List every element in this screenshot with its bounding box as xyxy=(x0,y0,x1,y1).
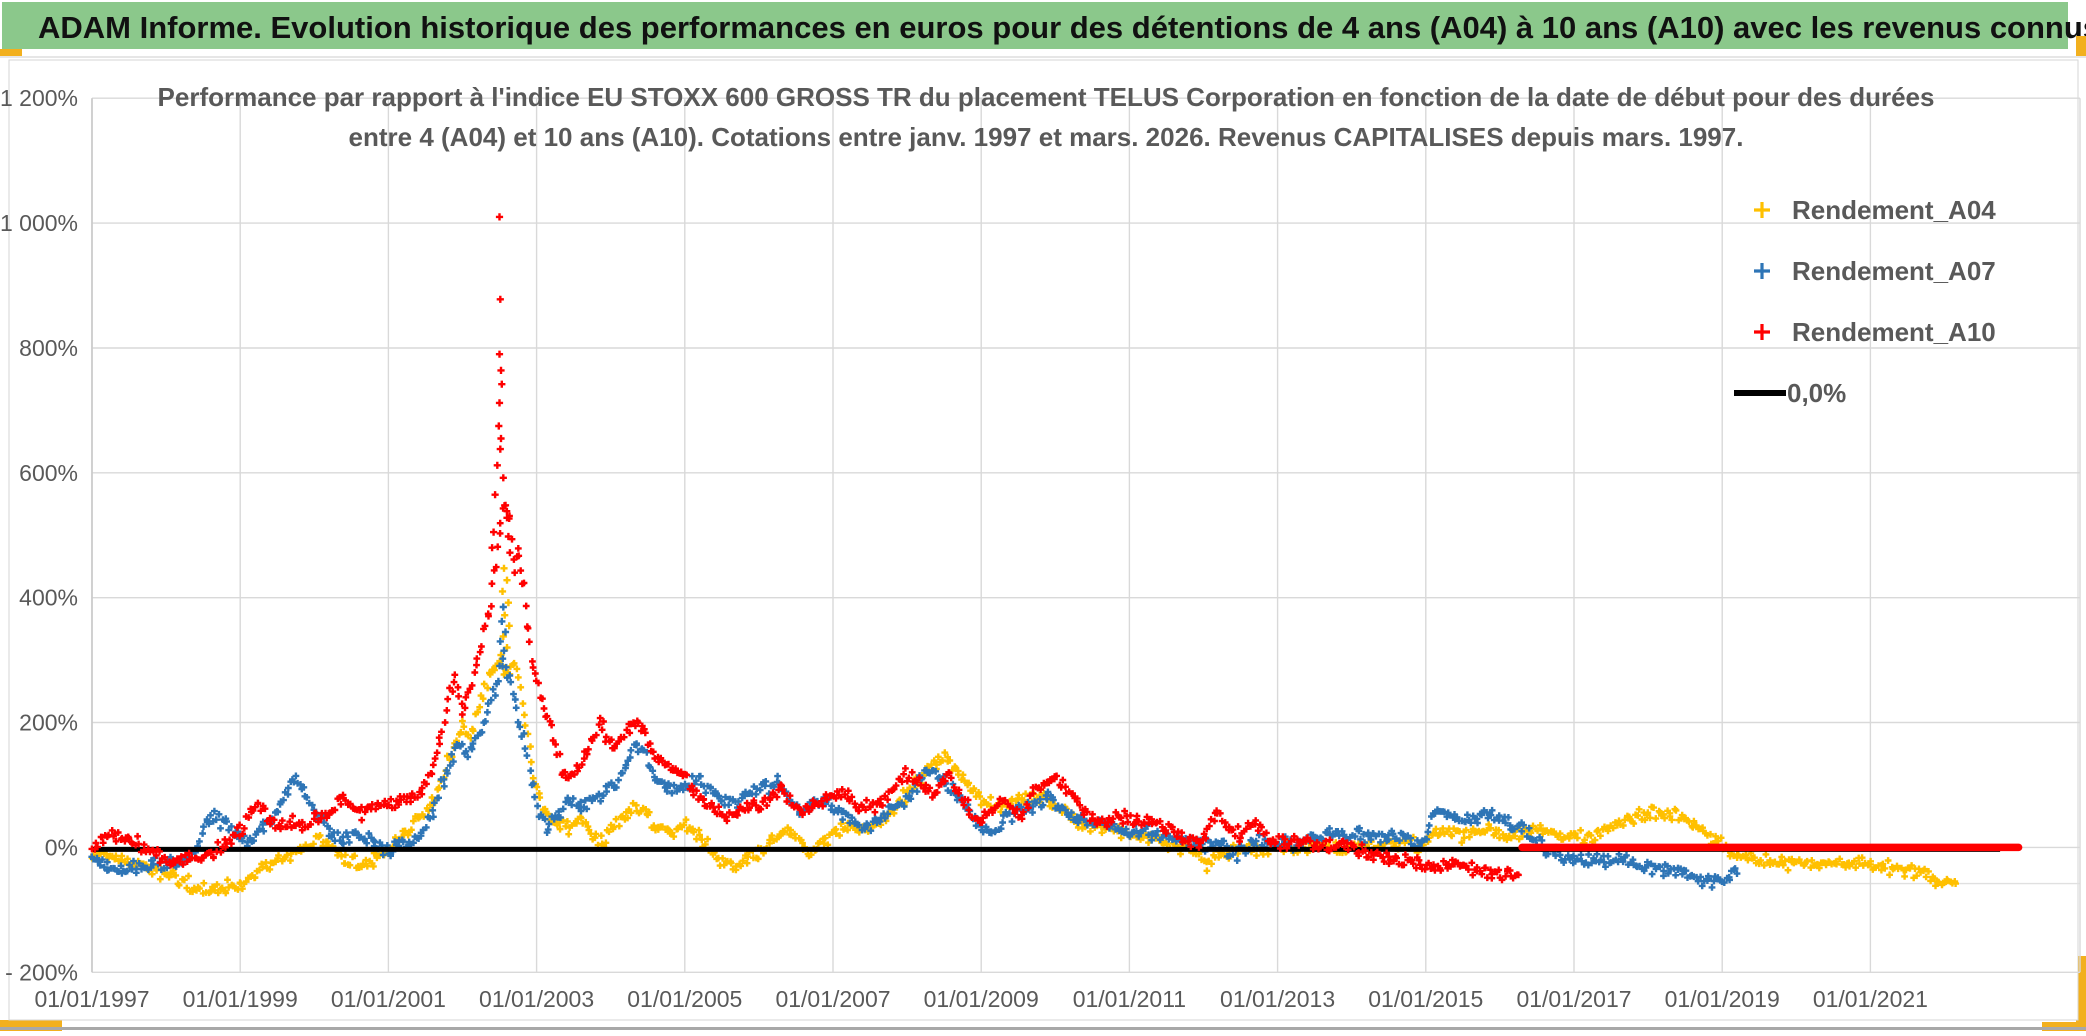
chart-title-line2: entre 4 (A04) et 10 ans (A10). Cotations… xyxy=(349,122,1744,152)
y-axis-label: 800% xyxy=(19,335,78,361)
gold-accent-top-right xyxy=(2076,36,2086,56)
legend-label: Rendement_A04 xyxy=(1792,195,1996,225)
x-axis-label: 01/01/2005 xyxy=(627,986,742,1012)
legend-plus-marker-icon xyxy=(1754,263,1770,279)
gold-accent-top-left xyxy=(0,49,22,57)
row-divider xyxy=(0,56,2086,58)
x-axis-label: 01/01/2017 xyxy=(1516,986,1631,1012)
x-axis-label: 01/01/2015 xyxy=(1368,986,1483,1012)
x-axis-label: 01/01/1999 xyxy=(183,986,298,1012)
sheet-bottom-edge xyxy=(0,1027,2086,1030)
gold-accent-right xyxy=(2076,956,2086,1031)
chart-title-line1: Performance par rapport à l'indice EU ST… xyxy=(158,82,1935,112)
legend-label: Rendement_A10 xyxy=(1792,317,1996,347)
legend-label: 0,0% xyxy=(1787,378,1846,408)
y-axis-label: 200% xyxy=(19,710,78,736)
x-axis-label: 01/01/2019 xyxy=(1665,986,1780,1012)
legend-item-rendement-a04[interactable]: Rendement_A04 xyxy=(1754,195,1996,225)
x-axis-label: 01/01/2021 xyxy=(1813,986,1928,1012)
x-axis-label: 01/01/2001 xyxy=(331,986,446,1012)
x-axis-label: 01/01/2011 xyxy=(1073,986,1186,1012)
header-bar xyxy=(2,2,2068,49)
legend-label: Rendement_A07 xyxy=(1792,256,1996,286)
y-axis-label: 0% xyxy=(45,834,78,860)
x-axis-label: 01/01/2007 xyxy=(775,986,890,1012)
legend-item-rendement-a10[interactable]: Rendement_A10 xyxy=(1754,317,1996,347)
legend-plus-marker-icon xyxy=(1754,324,1770,340)
y-axis-label: 400% xyxy=(19,585,78,611)
y-axis-label: 1 000% xyxy=(0,210,78,236)
gridlines: 1 200%1 000%800%600%400%200%0%- 200%01/0… xyxy=(0,85,2081,1012)
header-title: ADAM Informe. Evolution historique des p… xyxy=(38,10,2086,45)
legend-item-0-0-[interactable]: 0,0% xyxy=(1734,378,1846,408)
x-axis-label: 01/01/1997 xyxy=(34,986,149,1012)
gold-accent-bottom-left xyxy=(0,1020,62,1031)
legend-item-rendement-a07[interactable]: Rendement_A07 xyxy=(1754,256,1996,286)
legend-plus-marker-icon xyxy=(1754,202,1770,218)
x-axis-label: 01/01/2003 xyxy=(479,986,594,1012)
x-axis-label: 01/01/2013 xyxy=(1220,986,1335,1012)
x-axis-label: 01/01/2009 xyxy=(924,986,1039,1012)
series-rendement_a10 xyxy=(88,213,2023,884)
y-axis-label: - 200% xyxy=(5,959,78,985)
legend: Rendement_A04 Rendement_A07 Rendement_A10 0… xyxy=(1734,195,1996,408)
y-axis-label: 1 200% xyxy=(0,85,78,111)
y-axis-label: 600% xyxy=(19,460,78,486)
chart-frame[interactable] xyxy=(8,59,2079,1021)
gold-accent-bottom-right xyxy=(2042,1022,2086,1031)
